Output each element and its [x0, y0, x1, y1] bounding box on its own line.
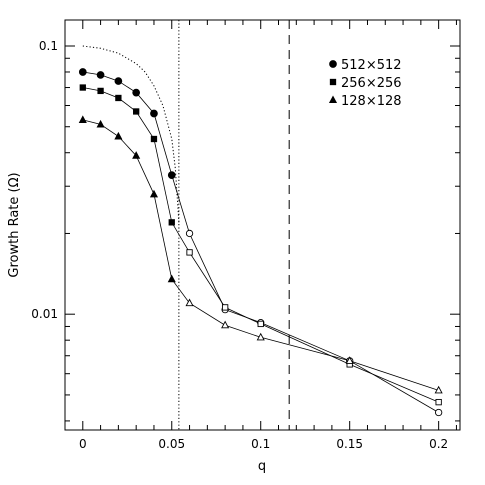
- x-tick-label: 0.05: [158, 437, 185, 451]
- x-tick-label: 0.15: [336, 437, 363, 451]
- reference-lines: [82, 20, 290, 430]
- y-tick-label: 0.01: [31, 307, 58, 321]
- data-point-square: [115, 94, 122, 102]
- data-point-square: [186, 249, 193, 256]
- data-point-circle: [150, 109, 158, 118]
- legend-marker-square: [329, 78, 337, 86]
- data-point-triangle: [434, 385, 443, 394]
- data-point-triangle: [256, 332, 265, 341]
- data-point-circle: [78, 68, 87, 76]
- x-tick-label: 0.1: [251, 437, 270, 451]
- data-point-square: [168, 219, 175, 226]
- series-line-triangle: [82, 119, 439, 391]
- data-point-square: [97, 87, 104, 95]
- series-line-circle: [82, 71, 439, 413]
- data-point-square: [133, 108, 140, 115]
- x-axis-label: q: [258, 459, 266, 474]
- data-point-square: [79, 84, 86, 91]
- x-tick-label: 0: [79, 437, 87, 451]
- dispersion-relation-curve: [82, 45, 180, 223]
- legend-label: 128×128: [341, 94, 402, 109]
- data-point-square: [257, 320, 264, 328]
- legend: 512×512 256×256 128×128: [328, 58, 402, 109]
- data-point-triangle: [221, 320, 230, 329]
- plot-frame: [64, 19, 461, 431]
- data-point-circle: [114, 77, 123, 85]
- data-point-square: [221, 304, 229, 311]
- data-point-triangle: [185, 298, 194, 307]
- data-point-triangle: [132, 151, 141, 159]
- data-point-triangle: [167, 274, 176, 283]
- data-point-circle: [185, 229, 194, 238]
- data-series: [78, 68, 443, 417]
- data-point-circle: [132, 88, 141, 97]
- legend-label: 256×256: [341, 76, 402, 91]
- data-point-triangle: [149, 189, 159, 198]
- data-point-circle: [96, 71, 105, 79]
- y-tick-label: 0.1: [39, 39, 58, 53]
- data-point-triangle: [345, 356, 354, 364]
- y-axis-label: Growth Rate (Ω): [7, 172, 22, 277]
- data-point-circle: [167, 171, 176, 179]
- data-point-square: [435, 398, 442, 406]
- axis-ticks: 0 0.05 0.1 0.15 0.2 0.01 0.1: [31, 20, 460, 451]
- data-point-circle: [434, 408, 443, 417]
- legend-marker-triangle: [328, 95, 338, 104]
- x-tick-label: 0.2: [429, 437, 448, 451]
- data-point-triangle: [96, 119, 105, 128]
- legend-marker-circle: [329, 60, 337, 68]
- data-point-square: [150, 135, 158, 143]
- data-point-triangle: [78, 115, 87, 123]
- legend-label: 512×512: [341, 58, 402, 73]
- data-point-triangle: [114, 131, 123, 140]
- series-line-square: [82, 87, 439, 403]
